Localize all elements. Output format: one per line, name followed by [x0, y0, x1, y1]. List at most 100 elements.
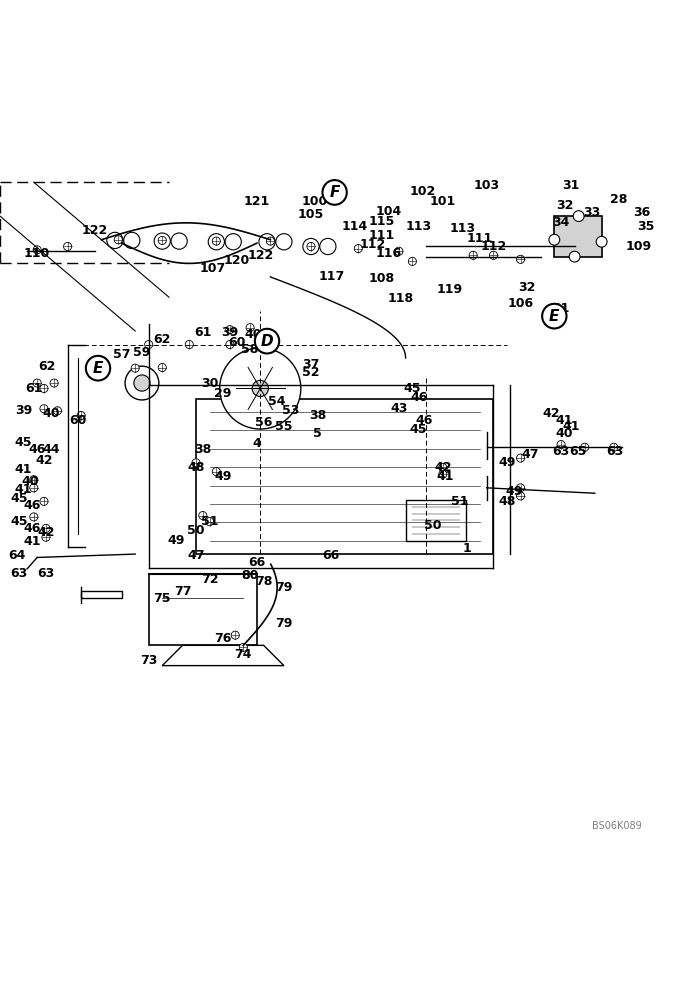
Text: 75: 75: [153, 592, 171, 605]
Text: 66: 66: [248, 556, 266, 569]
Circle shape: [610, 443, 618, 451]
Text: 49: 49: [498, 456, 516, 469]
Circle shape: [131, 364, 139, 372]
Circle shape: [516, 454, 525, 462]
Text: 72: 72: [201, 573, 218, 586]
Text: 112: 112: [360, 238, 386, 251]
Text: 42: 42: [434, 461, 452, 474]
Text: 102: 102: [410, 185, 435, 198]
Text: 111: 111: [369, 229, 395, 242]
Text: 65: 65: [569, 445, 587, 458]
Ellipse shape: [86, 356, 110, 381]
Circle shape: [516, 492, 525, 500]
Circle shape: [30, 476, 38, 484]
Text: 40: 40: [22, 475, 39, 488]
Text: F: F: [329, 183, 340, 201]
Text: 31: 31: [552, 302, 570, 315]
Circle shape: [489, 251, 498, 259]
Text: 117: 117: [318, 270, 344, 283]
Ellipse shape: [322, 180, 347, 205]
Text: 118: 118: [387, 292, 413, 305]
Text: 60: 60: [69, 414, 87, 427]
Text: 56: 56: [255, 416, 272, 429]
Circle shape: [40, 384, 48, 393]
Text: 45: 45: [15, 436, 32, 449]
Text: 34: 34: [552, 216, 570, 229]
Circle shape: [307, 242, 315, 251]
Circle shape: [206, 518, 214, 526]
Circle shape: [220, 348, 301, 429]
Text: 4: 4: [253, 437, 261, 450]
Bar: [406, 500, 466, 541]
Circle shape: [408, 257, 416, 265]
Text: 58: 58: [241, 343, 259, 356]
Text: 45: 45: [404, 382, 421, 395]
Circle shape: [42, 533, 50, 541]
Circle shape: [557, 441, 565, 449]
Text: 47: 47: [187, 549, 205, 562]
Text: 32: 32: [556, 199, 573, 212]
Text: 41: 41: [562, 420, 580, 433]
Text: 113: 113: [406, 220, 432, 233]
Text: 113: 113: [450, 222, 476, 235]
Circle shape: [40, 497, 48, 505]
Text: 35: 35: [637, 220, 654, 233]
Text: 52: 52: [302, 366, 320, 379]
Text: 101: 101: [430, 195, 456, 208]
Text: 76: 76: [214, 632, 232, 645]
Ellipse shape: [542, 304, 566, 328]
Text: 41: 41: [24, 535, 41, 548]
Text: 51: 51: [451, 495, 468, 508]
Text: 33: 33: [583, 206, 600, 219]
Text: 42: 42: [35, 454, 53, 467]
Circle shape: [114, 236, 122, 244]
Text: 59: 59: [133, 346, 151, 359]
Text: F: F: [329, 185, 340, 200]
Circle shape: [252, 380, 268, 397]
Bar: [149, 574, 257, 645]
Circle shape: [53, 407, 62, 415]
Text: 50: 50: [187, 524, 205, 537]
Circle shape: [581, 443, 589, 451]
Text: 103: 103: [474, 179, 500, 192]
Circle shape: [185, 340, 193, 349]
Circle shape: [64, 242, 72, 251]
Text: 50: 50: [424, 519, 441, 532]
Text: 105: 105: [298, 208, 324, 221]
Circle shape: [266, 237, 274, 245]
Circle shape: [30, 513, 38, 521]
Text: 61: 61: [194, 326, 212, 339]
Circle shape: [231, 631, 239, 639]
Text: 114: 114: [342, 220, 368, 233]
Text: 111: 111: [467, 232, 493, 245]
Circle shape: [469, 251, 477, 259]
Text: 36: 36: [633, 206, 651, 219]
Circle shape: [212, 468, 220, 476]
Circle shape: [354, 244, 362, 253]
Text: 46: 46: [416, 414, 433, 427]
Text: 104: 104: [376, 205, 402, 218]
Circle shape: [549, 234, 560, 245]
Text: 41: 41: [436, 470, 454, 483]
Text: 1: 1: [462, 542, 470, 555]
Text: 100: 100: [301, 195, 327, 208]
Text: 119: 119: [437, 283, 462, 296]
Text: 46: 46: [28, 443, 46, 456]
Text: 28: 28: [610, 193, 627, 206]
Text: 42: 42: [542, 407, 560, 420]
Circle shape: [516, 484, 525, 492]
Text: 41: 41: [15, 483, 32, 496]
Circle shape: [158, 236, 166, 244]
Text: 74: 74: [235, 648, 252, 661]
Circle shape: [212, 237, 220, 245]
Text: 63: 63: [606, 445, 624, 458]
Text: 51: 51: [201, 515, 218, 528]
Text: 77: 77: [174, 585, 191, 598]
Circle shape: [439, 463, 447, 472]
Circle shape: [226, 326, 234, 334]
Text: 42: 42: [37, 526, 55, 539]
Text: 5: 5: [314, 427, 322, 440]
Text: 79: 79: [275, 617, 293, 630]
Text: 73: 73: [140, 654, 158, 667]
Circle shape: [134, 375, 150, 391]
